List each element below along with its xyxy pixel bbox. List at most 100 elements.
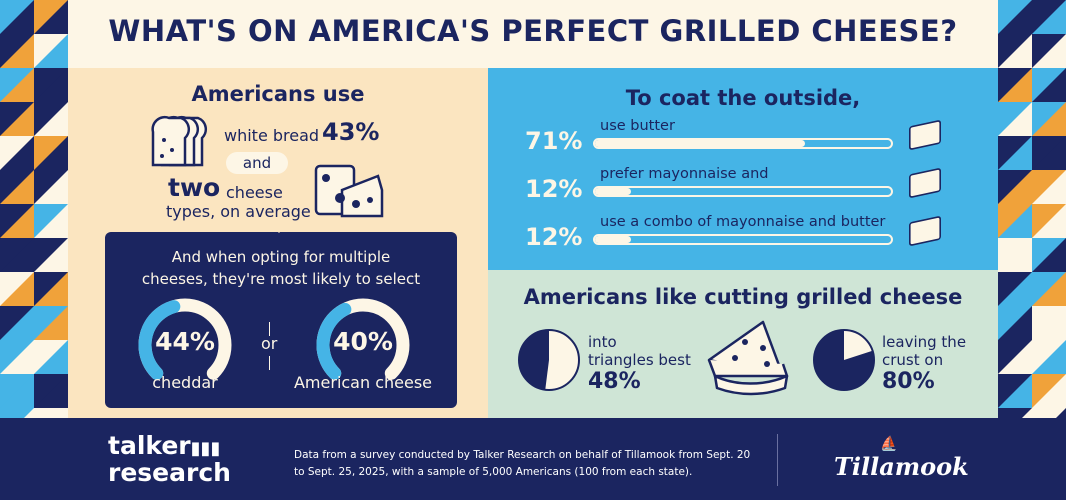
pattern-triangle [0,34,34,68]
ship-icon: ⛵ [880,436,898,452]
coat-bar [593,138,893,149]
multiple-cheeses-text: And when opting for multiple cheeses, the… [105,246,457,290]
pattern-triangle [998,340,1032,374]
pattern-triangle [1032,136,1066,170]
pattern-triangle [0,204,34,238]
pattern-triangle [1032,408,1066,418]
pattern-triangle [0,68,34,102]
pattern-triangle [0,306,34,340]
triangles-text: into triangles best [588,333,691,369]
pattern-triangle [34,68,68,102]
pattern-triangle [1032,204,1066,238]
pattern-triangle [34,0,68,34]
pattern-triangle [998,238,1032,272]
pattern-triangle [0,136,34,170]
triangle-pattern-right [998,0,1066,418]
gauge-pct: 40% [333,327,393,356]
pattern-triangle [1032,340,1066,374]
types-label: types, on average [166,202,311,221]
pattern-triangle [1032,306,1066,340]
pattern-triangle [1032,0,1066,34]
pattern-triangle [34,306,68,340]
triangles-line2: triangles best [588,351,691,369]
pattern-triangle [998,408,1032,418]
gauge-label: American cheese [293,373,433,392]
coat-pct: 12% [525,223,583,251]
pattern-triangle [0,238,34,272]
pattern-triangle [34,272,68,306]
pattern-triangle [34,102,68,136]
pattern-triangle [0,340,34,374]
sandwich-triangle-icon [707,320,789,396]
pattern-triangle [998,68,1032,102]
gauge-fill [316,302,352,380]
pattern-triangle [24,408,34,418]
pattern-triangle [998,0,1032,34]
pattern-triangle [34,238,68,272]
bread-label: white bread [224,126,320,145]
pattern-triangle [1032,272,1066,306]
pattern-triangle [1032,102,1066,136]
pattern-triangle [1032,34,1066,68]
pattern-triangle [998,306,1032,340]
crust-line2: crust on [882,351,944,369]
note-line1: Data from a survey conducted by Talker R… [294,449,751,461]
page-title: WHAT'S ON AMERICA'S PERFECT GRILLED CHEE… [108,14,958,48]
gauge-0 [138,298,232,380]
crust-pie-chart [813,329,875,391]
coat-bar [593,234,893,245]
pattern-triangle [0,102,34,136]
pattern-triangle [58,408,68,418]
footer [0,418,1066,500]
survey-note: Data from a survey conducted by Talker R… [294,447,750,481]
pattern-triangle [998,272,1032,306]
coat-bar [593,186,893,197]
gauge-1 [316,298,410,380]
triangles-pie-chart [518,329,580,391]
note-line2: to Sept. 25, 2025, with a sample of 5,00… [294,466,693,478]
tillamook-logo: Tillamook [834,452,969,481]
cheese-label: cheese [226,183,283,202]
pattern-triangle [34,374,68,408]
cheese-icon [314,164,384,218]
pattern-triangle [34,34,68,68]
crust-line1: leaving the [882,333,967,351]
pattern-triangle [998,136,1032,170]
pattern-triangle [34,204,68,238]
coat-label: prefer mayonnaise and [600,166,769,182]
box-line2: cheeses, they're most likely to select [141,270,421,288]
box-line1: And when opting for multiple [171,248,391,266]
pattern-triangle [1032,170,1066,204]
talker-research-logo: talker▮▮▮ research [108,431,231,487]
americans-use-heading: Americans use [191,82,365,106]
bread-icon [151,115,208,167]
pattern-triangle [0,0,34,34]
crust-text: leaving the crust on [882,333,966,369]
pattern-triangle [998,170,1032,204]
triangles-line1: into [588,333,617,351]
triangles-pct: 48% [588,369,641,394]
pattern-triangle [998,204,1032,238]
pattern-triangle [0,170,34,204]
gauge-pct: 44% [155,327,215,356]
and-pill: and [226,152,288,174]
pattern-triangle [0,272,34,306]
pattern-triangle [998,374,1032,408]
pie-slice [518,330,549,390]
pattern-triangle [0,374,34,408]
pattern-triangle [1032,68,1066,102]
triangle-pattern-left [0,0,68,418]
gauge-fill [138,300,181,380]
crust-pct: 80% [882,369,935,394]
or-label: or [261,334,278,353]
two-label: two [168,173,221,202]
pattern-triangle [998,102,1032,136]
cutting-heading: Americans like cutting grilled cheese [523,285,963,309]
bread-pct: 43% [322,118,380,146]
coat-label: use butter [600,118,675,134]
pattern-triangle [34,170,68,204]
coat-pct: 12% [525,175,583,203]
gauge-label: cheddar [152,373,218,392]
pattern-triangle [998,34,1032,68]
coat-pct: 71% [525,127,583,155]
